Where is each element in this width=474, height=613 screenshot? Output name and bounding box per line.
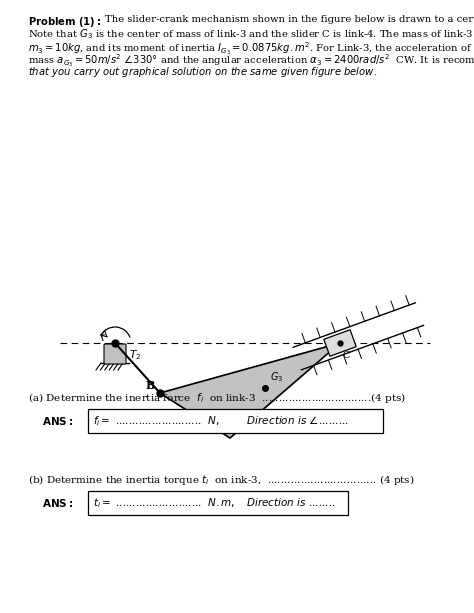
Polygon shape — [324, 330, 356, 356]
Text: B: B — [146, 380, 155, 391]
Text: $\it{that\ you\ carry\ out\ graphical\ solution\ on\ the\ same\ given\ figure\ b: $\it{that\ you\ carry\ out\ graphical\ s… — [28, 65, 377, 79]
Polygon shape — [160, 343, 340, 438]
FancyBboxPatch shape — [88, 409, 383, 433]
Text: (a) Determine the inertia force  $f_i$  on link-3  .............................: (a) Determine the inertia force $f_i$ on… — [28, 391, 406, 405]
Text: $f_i =$ ..........................  $N,$        $Direction\ is\ \angle$.........: $f_i =$ .......................... $N,$ … — [93, 414, 349, 428]
Text: (b) Determine the inertia torque $t_i$  on ink-3,  .............................: (b) Determine the inertia torque $t_i$ o… — [28, 473, 415, 487]
Text: E: E — [232, 425, 240, 436]
Text: The slider-crank mechanism shown in the figure below is drawn to a certain scale: The slider-crank mechanism shown in the … — [105, 15, 474, 24]
Text: $\mathbf{Problem\ (1):}$: $\mathbf{Problem\ (1):}$ — [28, 15, 101, 29]
FancyBboxPatch shape — [88, 491, 348, 515]
Text: Note that $G_3$ is the center of mass of link-3 and the slider C is link-4. The : Note that $G_3$ is the center of mass of… — [28, 28, 474, 41]
Text: mass $a_{G_3}=50m/s^2$ $\angle330°$ and the angular acceleration $\alpha_3=2400r: mass $a_{G_3}=50m/s^2$ $\angle330°$ and … — [28, 53, 474, 69]
Text: $t_i =$ ..........................  $N.m,$   $Direction\ is$ ........: $t_i =$ .......................... $N.m,… — [93, 496, 336, 510]
Text: C: C — [343, 351, 350, 360]
Text: A: A — [100, 330, 107, 339]
Text: $m_3=10kg$, and its moment of inertia $I_{G_3}=0.0875kg.m^2$. For Link-3, the ac: $m_3=10kg$, and its moment of inertia $I… — [28, 40, 474, 57]
FancyBboxPatch shape — [104, 344, 126, 364]
Text: $\mathbf{ANS:}$: $\mathbf{ANS:}$ — [42, 497, 73, 509]
Text: $T_2$: $T_2$ — [129, 348, 141, 362]
Text: $G_3$: $G_3$ — [270, 370, 283, 384]
Text: $\mathbf{ANS:}$: $\mathbf{ANS:}$ — [42, 415, 73, 427]
